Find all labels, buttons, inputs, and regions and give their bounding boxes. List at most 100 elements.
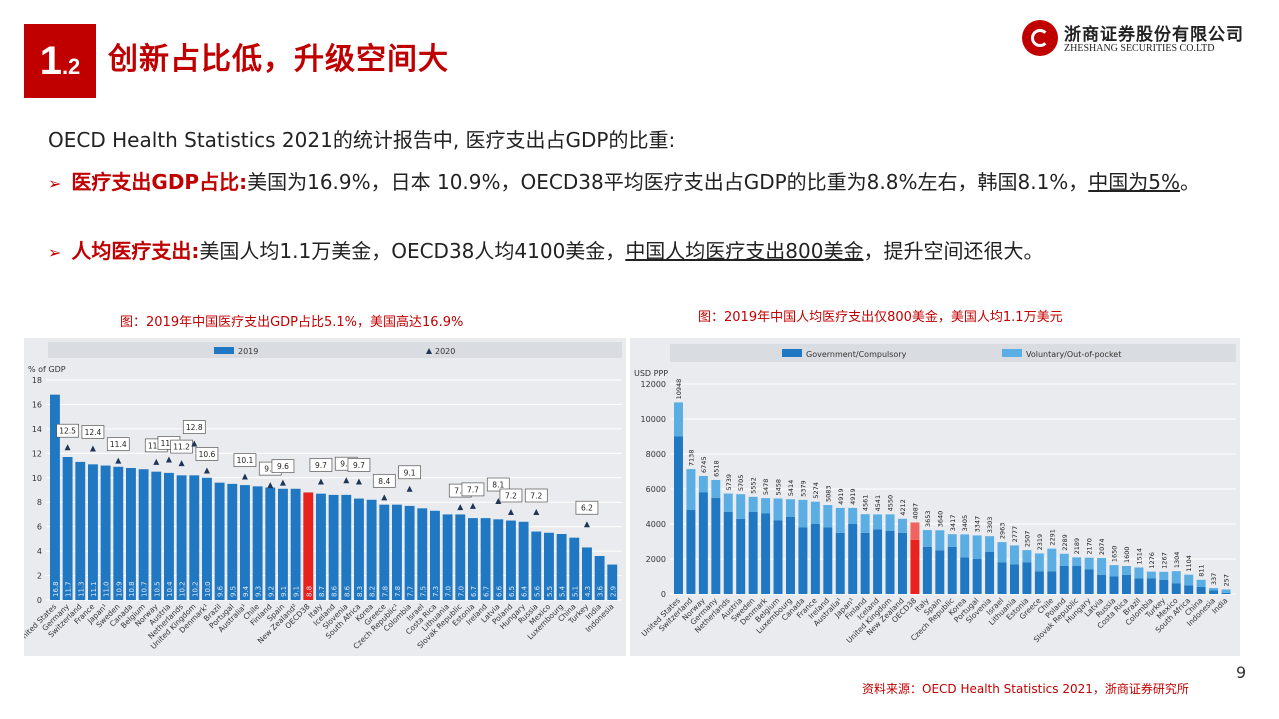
bar-value-label: 7.8 <box>394 586 402 597</box>
bar-value-label: 8.6 <box>343 585 351 597</box>
marker-2020 <box>178 460 185 467</box>
bar-voluntary <box>1134 567 1144 579</box>
bar-value-label: 10.0 <box>204 581 212 597</box>
bar-total-label: 5274 <box>812 482 820 499</box>
bar-government <box>674 436 683 594</box>
bar-value-label: 2.9 <box>609 586 617 597</box>
bar-voluntary <box>748 496 758 512</box>
bar-voluntary <box>1209 588 1219 591</box>
bar-total-label: 2289 <box>1061 534 1069 551</box>
callout-box <box>106 437 130 452</box>
bar-voluntary <box>1010 545 1019 565</box>
bar-total-label: 811 <box>1198 564 1206 576</box>
callout-box <box>182 420 206 434</box>
callout-label: 8.4 <box>378 477 390 486</box>
bar <box>417 508 428 600</box>
bar <box>316 493 326 600</box>
bar-value-label: 5.1 <box>571 586 579 597</box>
y-tick-label: 14 <box>32 425 42 434</box>
bar-value-label: 9.3 <box>255 586 263 597</box>
bar-government <box>1034 571 1044 594</box>
logo-mark-icon <box>1022 20 1058 56</box>
y-tick-label: 10 <box>32 474 42 483</box>
bar-value-label: 5.4 <box>559 585 567 597</box>
bar-total-label: 3303 <box>986 517 994 534</box>
bullet-text: 美国为16.9%，日本 10.9%，OECD38平均医疗支出占GDP的比重为8.… <box>247 170 1089 194</box>
callout-box <box>81 425 105 439</box>
callout-label: 10.6 <box>199 450 216 459</box>
intro-text: OECD Health Statistics 2021的统计报告中, 医疗支出占… <box>48 128 676 152</box>
bar <box>518 521 529 600</box>
callout-label: 10.1 <box>237 456 254 465</box>
legend-gov-swatch <box>782 349 802 357</box>
bar <box>164 472 174 600</box>
bar <box>113 466 124 600</box>
bar-total-label: 5414 <box>787 480 795 497</box>
bar-total-label: 4919 <box>849 488 857 505</box>
bar-voluntary <box>860 514 870 533</box>
callout-label: 9.1 <box>404 468 416 477</box>
bar <box>506 520 516 600</box>
bar-voluntary <box>1034 553 1044 572</box>
marker-2020 <box>191 440 198 447</box>
bar-total-label: 5083 <box>824 486 832 503</box>
bar-government <box>910 539 920 594</box>
y-tick-label: 6000 <box>646 485 666 494</box>
bar-total-label: 3640 <box>936 511 944 528</box>
bar-value-label: 6.6 <box>495 585 503 597</box>
y-axis-title: USD PPP <box>634 369 668 378</box>
bar <box>240 485 250 600</box>
bar-total-label: 337 <box>1210 573 1218 585</box>
bar-government <box>823 527 833 594</box>
marker-2020 <box>241 473 248 480</box>
legend-band <box>670 344 1236 362</box>
callout-label: 9.7 <box>315 461 327 470</box>
y-tick-label: 4 <box>37 547 42 556</box>
bar-government <box>798 527 808 594</box>
bar-total-label: 1276 <box>1148 552 1156 569</box>
y-tick-label: 16 <box>32 400 42 409</box>
bar <box>100 465 111 600</box>
legend-vol-swatch <box>1002 349 1022 357</box>
marker-2020 <box>153 458 160 465</box>
bar-value-label: 7.0 <box>457 586 465 597</box>
bar-government <box>810 524 820 594</box>
bar-value-label: 11.7 <box>65 581 73 597</box>
bar-total-label: 10948 <box>675 379 683 400</box>
bar-total-label: 1304 <box>1173 552 1181 569</box>
bar-voluntary <box>761 498 771 514</box>
bar-value-label: 9.5 <box>229 586 237 597</box>
bar <box>50 394 60 600</box>
callout-box <box>486 477 510 492</box>
bar-government <box>786 517 795 594</box>
bar-government <box>922 546 932 594</box>
bar <box>430 510 440 600</box>
callout-label: 9.4 <box>264 465 276 474</box>
bar-total-label: 2291 <box>1048 529 1056 546</box>
bar <box>493 519 504 600</box>
bar-government <box>1122 574 1131 594</box>
bar-government <box>873 529 883 594</box>
bar <box>455 514 466 600</box>
legend-2020-label: 2020 <box>435 347 455 356</box>
y-tick-label: 2 <box>37 572 42 581</box>
marker-2020 <box>115 457 122 464</box>
bar-voluntary <box>1196 579 1206 587</box>
bar <box>75 461 86 600</box>
callout-box <box>461 482 485 497</box>
bar-voluntary <box>686 469 696 510</box>
bar-total-label: 5552 <box>750 477 758 494</box>
bar <box>62 457 73 600</box>
bar-value-label: 7.7 <box>407 586 415 597</box>
bar <box>594 556 605 600</box>
y-tick-label: 8000 <box>646 450 666 459</box>
bar-voluntary <box>960 534 970 558</box>
bar-government <box>1010 564 1019 594</box>
section-number: 1 <box>39 38 62 83</box>
bar-voluntary <box>1109 565 1119 577</box>
bar-voluntary <box>898 518 907 533</box>
bar-value-label: 8.8 <box>305 586 313 597</box>
bar-total-label: 1104 <box>1185 555 1193 572</box>
page-title: 创新占比低，升级空间大 <box>108 42 449 77</box>
marker-2020 <box>355 478 362 485</box>
